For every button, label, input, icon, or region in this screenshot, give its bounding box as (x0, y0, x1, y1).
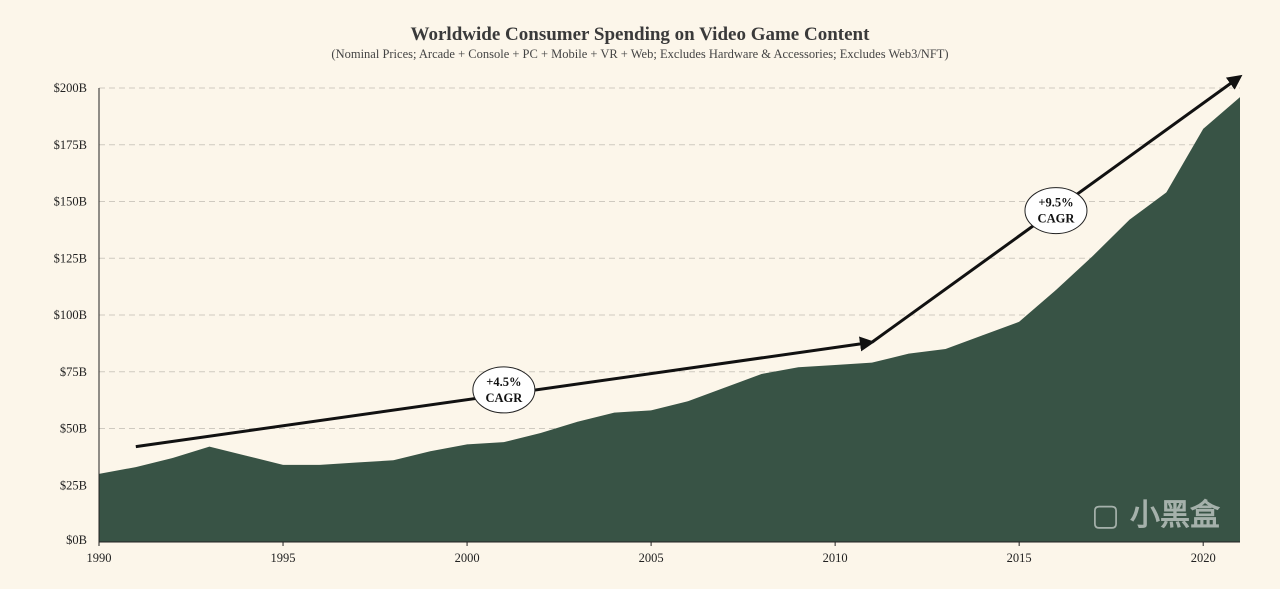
x-tick-label: 2015 (1007, 551, 1032, 565)
chart-subtitle: (Nominal Prices; Arcade + Console + PC +… (331, 47, 949, 61)
chart-title: Worldwide Consumer Spending on Video Gam… (410, 24, 870, 45)
y-tick-label: $50B (60, 422, 87, 436)
x-tick-label: 2005 (639, 551, 664, 565)
cagr-label-bubble (1024, 187, 1088, 235)
cagr-label-bubble (472, 366, 536, 414)
watermark-logo: ▢ 小黑盒 (1091, 498, 1220, 533)
cagr-label-text: CAGR (485, 391, 523, 405)
x-tick-label: 2010 (823, 551, 848, 565)
x-tick-label: 2020 (1191, 551, 1216, 565)
y-tick-label: $100B (54, 308, 87, 322)
y-tick-label: $25B (60, 478, 87, 492)
x-tick-label: 2000 (455, 551, 480, 565)
y-tick-label: $125B (54, 251, 87, 265)
y-tick-label: $0B (66, 533, 87, 547)
cagr-label-text: +4.5% (486, 375, 521, 389)
cagr-label-text: CAGR (1038, 212, 1076, 226)
y-tick-label: $150B (54, 195, 87, 209)
cagr-label-text: +9.5% (1038, 196, 1073, 210)
area-series (99, 97, 1240, 542)
x-tick-label: 1990 (87, 551, 112, 565)
y-tick-label: $175B (54, 138, 87, 152)
y-tick-label: $75B (60, 365, 87, 379)
x-tick-label: 1995 (271, 551, 296, 565)
y-tick-label: $200B (54, 81, 87, 95)
